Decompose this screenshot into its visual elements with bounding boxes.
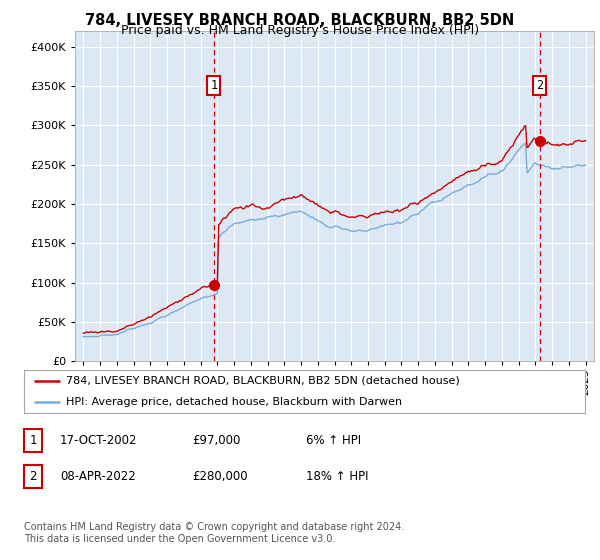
Text: £280,000: £280,000 xyxy=(192,470,248,483)
Text: Price paid vs. HM Land Registry's House Price Index (HPI): Price paid vs. HM Land Registry's House … xyxy=(121,24,479,37)
Text: 17-OCT-2002: 17-OCT-2002 xyxy=(60,434,137,447)
Text: 1: 1 xyxy=(210,80,217,92)
Text: 6% ↑ HPI: 6% ↑ HPI xyxy=(306,434,361,447)
Text: 18% ↑ HPI: 18% ↑ HPI xyxy=(306,470,368,483)
Text: 2: 2 xyxy=(29,470,37,483)
Text: Contains HM Land Registry data © Crown copyright and database right 2024.
This d: Contains HM Land Registry data © Crown c… xyxy=(24,522,404,544)
Text: 784, LIVESEY BRANCH ROAD, BLACKBURN, BB2 5DN: 784, LIVESEY BRANCH ROAD, BLACKBURN, BB2… xyxy=(85,13,515,28)
Text: £97,000: £97,000 xyxy=(192,434,241,447)
Text: 08-APR-2022: 08-APR-2022 xyxy=(60,470,136,483)
Text: 784, LIVESEY BRANCH ROAD, BLACKBURN, BB2 5DN (detached house): 784, LIVESEY BRANCH ROAD, BLACKBURN, BB2… xyxy=(66,376,460,386)
Text: HPI: Average price, detached house, Blackburn with Darwen: HPI: Average price, detached house, Blac… xyxy=(66,397,402,407)
Text: 2: 2 xyxy=(536,80,544,92)
Text: 1: 1 xyxy=(29,434,37,447)
